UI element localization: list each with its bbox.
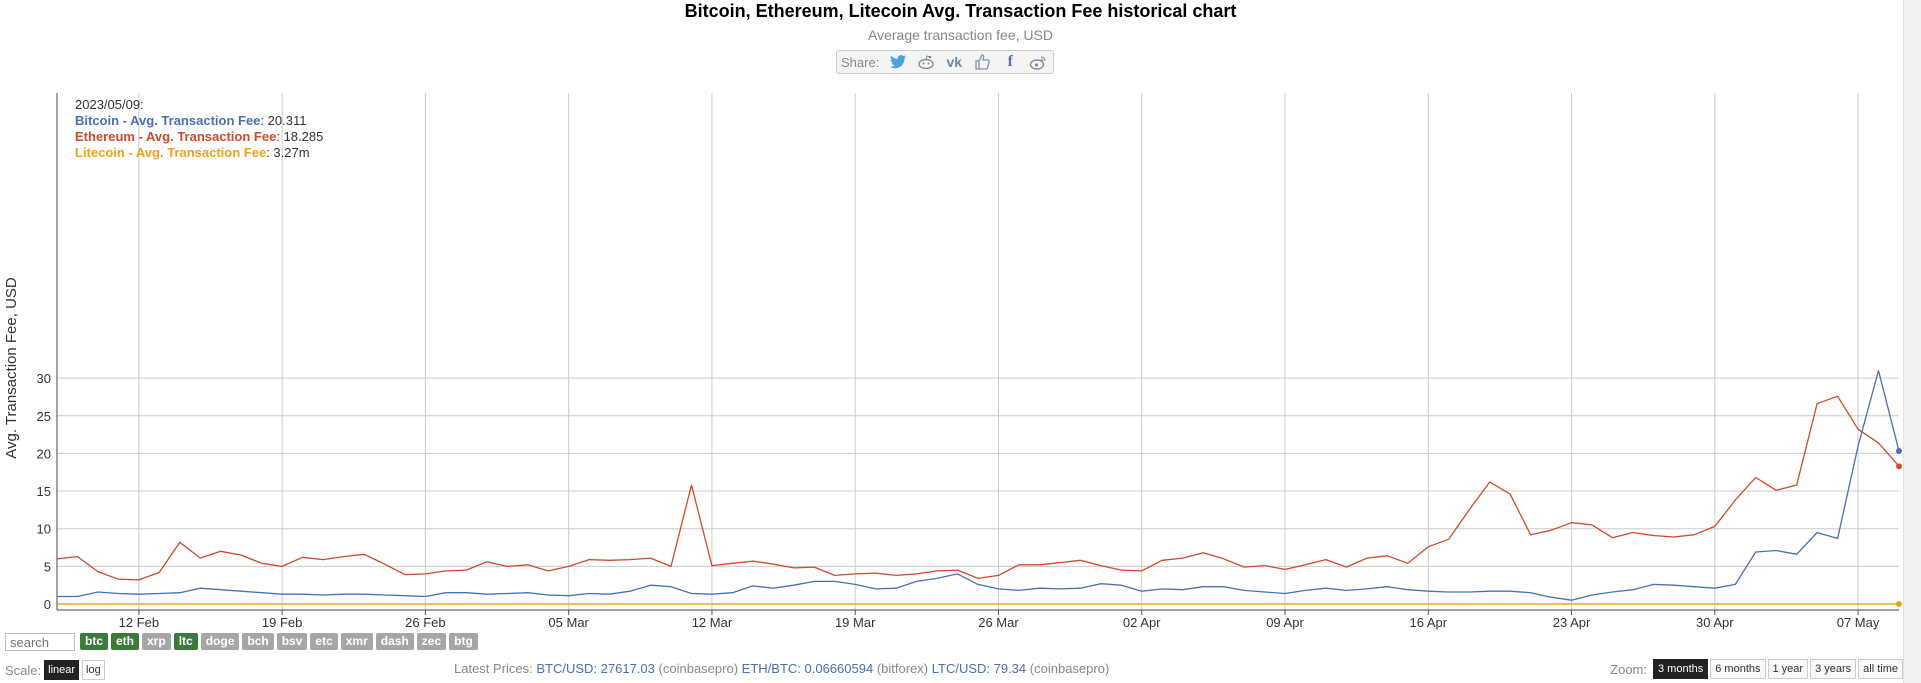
search-input[interactable]: [5, 633, 75, 651]
zoom-3-months-button[interactable]: 3 months: [1653, 659, 1709, 679]
latest-prices: Latest Prices: BTC/USD: 27617.03 (coinba…: [454, 661, 1109, 676]
x-tick-label: 09 Apr: [1266, 615, 1304, 630]
zoom-3-years-button[interactable]: 3 years: [1810, 659, 1857, 679]
facebook-icon[interactable]: f: [1007, 53, 1013, 70]
btc-price-source: (coinbasepro): [658, 661, 739, 676]
coin-toggle-btc[interactable]: btc: [80, 633, 108, 650]
like-icon[interactable]: [971, 53, 993, 71]
weibo-icon[interactable]: [1027, 53, 1049, 71]
legend-bitcoin: Bitcoin - Avg. Transaction Fee: 20.311: [75, 113, 306, 128]
x-tick-label: 19 Mar: [835, 615, 876, 630]
coin-toggle-doge[interactable]: doge: [200, 633, 240, 650]
x-tick-label: 07 May: [1837, 615, 1880, 630]
series-line-ethereum[interactable]: [56, 395, 1900, 581]
coin-toggle-btg[interactable]: btg: [449, 633, 478, 650]
coin-toggle-etc[interactable]: etc: [310, 633, 338, 650]
series-line-bitcoin[interactable]: [57, 369, 1900, 601]
x-tick-label: 26 Feb: [405, 615, 445, 630]
x-tick-label: 26 Mar: [978, 615, 1019, 630]
y-tick-label: 0: [44, 597, 51, 612]
x-tick-label: 19 Feb: [262, 615, 302, 630]
btc-usd-price[interactable]: BTC/USD: 27617.03: [536, 661, 655, 676]
coin-toggle-bch[interactable]: bch: [242, 633, 274, 650]
y-tick-label: 30: [37, 371, 51, 386]
axes: 0 5 10 15 20 25 30 12 Feb 19 Feb 26 Feb 05 Mar 12 M…: [37, 93, 1899, 630]
legend-litecoin: Litecoin - Avg. Transaction Fee: 3.27m: [75, 145, 310, 160]
eth-btc-price[interactable]: ETH/BTC: 0.06660594: [741, 661, 874, 676]
scale-linear-button[interactable]: linear: [44, 660, 80, 680]
y-tick-label: 15: [37, 484, 51, 499]
chart-subtitle: Average transaction fee, USD: [868, 27, 1053, 43]
page-scrollbar[interactable]: [1903, 0, 1921, 683]
x-tick-label: 16 Apr: [1409, 615, 1447, 630]
y-axis-label: Avg. Transaction Fee, USD: [3, 277, 20, 459]
eth-price-source: (bitforex): [876, 661, 929, 676]
line-chart[interactable]: 0 5 10 15 20 25 30 12 Feb 19 Feb 26 Feb 05 Mar 12 M…: [0, 0, 1921, 650]
grid-lines: [57, 93, 1899, 610]
x-tick-label: 12 Feb: [119, 615, 159, 630]
coin-toggle-bsv[interactable]: bsv: [276, 633, 308, 650]
x-tick-label: 12 Mar: [692, 615, 733, 630]
coin-toggle-ltc[interactable]: ltc: [173, 633, 198, 650]
zoom-label: Zoom:: [1610, 661, 1647, 677]
x-tick-label: 23 Apr: [1553, 615, 1591, 630]
zoom-all-time-button[interactable]: all time: [1858, 659, 1903, 679]
zoom-1-year-button[interactable]: 1 year: [1767, 659, 1809, 679]
scale-log-button[interactable]: log: [82, 660, 105, 680]
zoom-controls: Zoom: 3 months 6 months 1 year 3 years all t…: [1610, 659, 1903, 679]
share-bar: Share: vk f: [836, 50, 1055, 74]
coin-toggle-xrp[interactable]: xrp: [142, 633, 171, 650]
twitter-icon[interactable]: [887, 53, 909, 71]
y-tick-label: 5: [44, 559, 51, 574]
series-endpoint-ethereum: [1896, 463, 1902, 470]
legend-ethereum: Ethereum - Avg. Transaction Fee: 18.285: [75, 129, 323, 144]
series-endpoint-litecoin: [1896, 600, 1902, 607]
coin-filter-bar: btc eth xrp ltc doge bch bsv etc xmr dash zec btg: [80, 633, 478, 650]
chart-title: Bitcoin, Ethereum, Litecoin Avg. Transac…: [684, 1, 1237, 21]
scale-label: Scale:: [5, 662, 42, 678]
coin-toggle-eth[interactable]: eth: [111, 633, 139, 650]
share-label: Share:: [841, 54, 880, 70]
prices-label: Latest Prices:: [454, 661, 533, 676]
x-tick-label: 02 Apr: [1123, 615, 1161, 630]
y-tick-label: 20: [37, 446, 51, 461]
y-tick-label: 25: [37, 409, 51, 424]
ltc-usd-price[interactable]: LTC/USD: 79.34: [931, 661, 1027, 676]
scale-controls: Scale: linear log: [5, 660, 105, 680]
vk-icon[interactable]: vk: [946, 54, 963, 70]
chart-legend: 2023/05/09: Bitcoin - Avg. Transaction F…: [75, 97, 323, 160]
x-tick-label: 30 Apr: [1696, 615, 1734, 630]
x-tick-label: 05 Mar: [548, 615, 589, 630]
y-tick-label: 10: [37, 522, 51, 537]
coin-toggle-xmr[interactable]: xmr: [340, 633, 373, 650]
series-endpoint-bitcoin: [1896, 448, 1902, 455]
series-lines: [56, 369, 1902, 607]
zoom-6-months-button[interactable]: 6 months: [1710, 659, 1766, 679]
coin-toggle-dash[interactable]: dash: [375, 633, 414, 650]
coin-toggle-zec[interactable]: zec: [416, 633, 447, 650]
reddit-icon[interactable]: [915, 53, 937, 71]
ltc-price-source: (coinbasepro): [1029, 661, 1110, 676]
legend-date: 2023/05/09:: [75, 97, 144, 112]
